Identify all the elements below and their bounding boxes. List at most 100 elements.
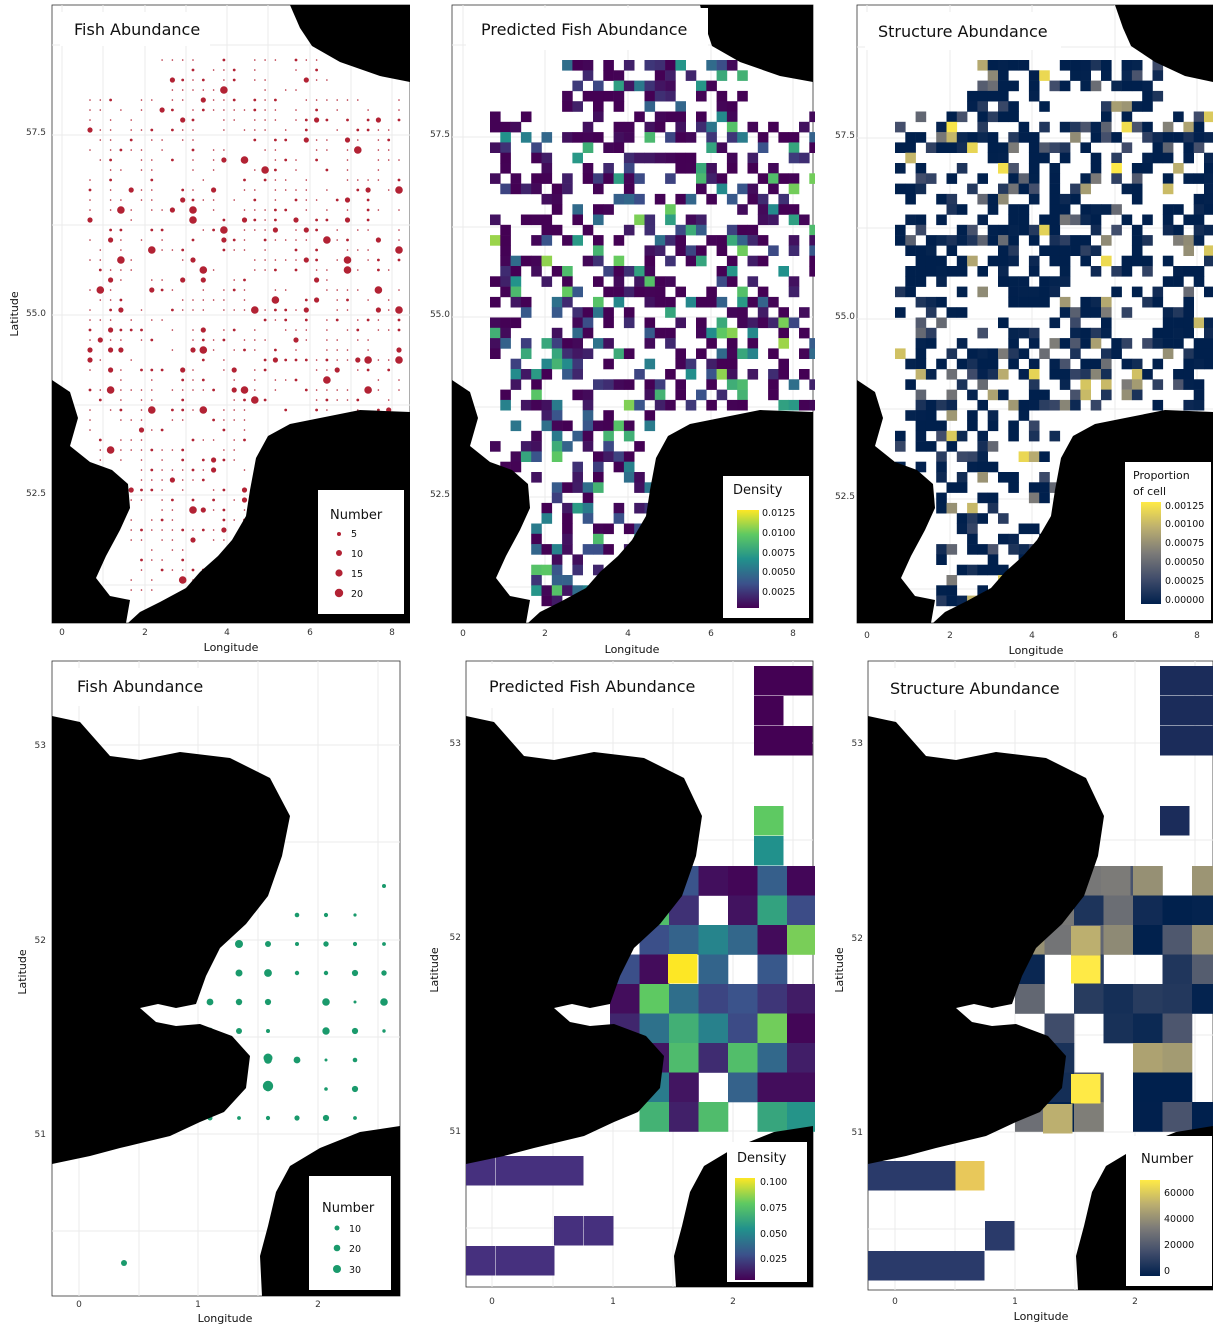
panel-structure-abundance-thames: Structure Abundance 53 52 51 0 1 2 Longi… — [815, 656, 1213, 1325]
legend-label: 5 — [351, 529, 357, 540]
y-ticks: 57.5 55.0 52.5 — [430, 130, 450, 500]
x-tick: 6 — [708, 629, 714, 639]
legend-symbol — [333, 1265, 341, 1273]
x-tick: 4 — [1029, 631, 1035, 641]
title-box — [865, 12, 1061, 50]
colorbar — [735, 1178, 755, 1280]
legend-label: 0.050 — [760, 1229, 787, 1240]
y-tick: 51 — [852, 1128, 863, 1138]
panel-title: Fish Abundance — [74, 20, 200, 39]
legend-label: 0.0025 — [762, 587, 795, 598]
data-layer — [87, 58, 403, 593]
legend-label: 0.0050 — [762, 567, 795, 578]
title-box — [60, 12, 210, 46]
map-chart: Structure Abundance 57.5 55.0 52.5 0 2 4… — [835, 4, 1213, 656]
x-axis-label: Longitude — [198, 1312, 253, 1325]
y-tick: 52.5 — [26, 489, 46, 499]
x-ticks: 0 1 2 — [892, 1297, 1138, 1307]
legend-title: Density — [733, 483, 783, 498]
panel-title: Predicted Fish Abundance — [489, 677, 695, 696]
colorbar — [1141, 502, 1161, 604]
legend-label: 0.0100 — [762, 528, 795, 539]
x-tick: 2 — [947, 631, 953, 641]
legend-symbol — [337, 532, 341, 536]
colorbar — [1140, 1180, 1160, 1276]
data-layer — [466, 666, 815, 1276]
legend: Density 0.0125 0.0100 0.0075 0.0050 0.00… — [723, 476, 809, 618]
legend: Number 10 20 30 — [309, 1176, 391, 1290]
panel-structure-abundance-north-sea: Structure Abundance 57.5 55.0 52.5 0 2 4… — [815, 0, 1213, 656]
x-ticks: 0 2 4 6 8 — [864, 631, 1200, 641]
y-tick: 57.5 — [430, 130, 450, 140]
x-tick: 2 — [142, 628, 148, 638]
y-ticks: 57.5 55.0 52.5 — [835, 131, 855, 502]
legend-label: 20 — [351, 589, 363, 600]
legend-symbol — [334, 588, 344, 598]
legend-title: Number — [1141, 1152, 1194, 1167]
legend: Number 60000 40000 20000 0 — [1126, 1136, 1212, 1286]
panel-title: Structure Abundance — [890, 679, 1060, 698]
x-tick: 4 — [224, 628, 230, 638]
x-tick: 2 — [730, 1297, 736, 1307]
legend-label: 60000 — [1164, 1188, 1194, 1199]
y-axis-label: Latitude — [428, 947, 441, 993]
title-box — [873, 668, 1063, 710]
legend-label: 15 — [351, 569, 363, 580]
title-box — [466, 8, 708, 50]
legend-label: 0.00050 — [1165, 557, 1204, 568]
x-axis-label: Longitude — [1014, 1310, 1069, 1323]
x-tick: 2 — [1132, 1297, 1138, 1307]
legend-title: Number — [322, 1201, 375, 1216]
legend-symbol — [333, 1244, 341, 1252]
x-tick: 2 — [315, 1300, 321, 1310]
y-tick: 52 — [450, 933, 461, 943]
y-tick: 53 — [35, 741, 46, 751]
map-chart: Predicted Fish Abundance 53 52 51 0 1 2 … — [428, 660, 815, 1307]
legend-label: 0 — [1164, 1266, 1170, 1277]
legend-label: 10 — [351, 549, 363, 560]
legend-label: 20000 — [1164, 1240, 1194, 1251]
legend-label: 0.025 — [760, 1254, 787, 1265]
legend-title: Density — [737, 1151, 787, 1166]
map-chart: Structure Abundance 53 52 51 0 1 2 Longi… — [833, 660, 1213, 1323]
x-tick: 2 — [542, 629, 548, 639]
legend-label: 0.075 — [760, 1203, 787, 1214]
panel-title: Fish Abundance — [77, 677, 203, 696]
title-box — [58, 668, 210, 706]
legend-label: 20 — [349, 1244, 361, 1255]
legend-symbol — [336, 550, 342, 556]
x-ticks: 0 2 4 6 8 — [59, 628, 395, 638]
panel-title: Structure Abundance — [878, 22, 1048, 41]
x-tick: 8 — [389, 628, 395, 638]
x-ticks: 0 2 4 6 8 — [460, 629, 796, 639]
legend-label: 0.00100 — [1165, 519, 1204, 530]
y-axis-label: Latitude — [833, 947, 846, 993]
x-tick: 1 — [195, 1300, 201, 1310]
legend-label: 0.00025 — [1165, 576, 1204, 587]
y-tick: 53 — [852, 739, 863, 749]
y-axis-label: Latitude — [8, 291, 21, 337]
legend-label: 0.0125 — [762, 508, 795, 519]
x-tick: 0 — [864, 631, 870, 641]
legend-symbol — [335, 569, 343, 577]
map-chart: Fish Abundance 57.5 55.0 52.5 0 2 4 6 8 … — [8, 4, 410, 654]
legend-label: 10 — [349, 1224, 361, 1235]
x-axis-label: Longitude — [1009, 644, 1064, 656]
y-tick: 52 — [35, 936, 46, 946]
panel-predicted-fish-abundance-north-sea: Predicted Fish Abundance 57.5 55.0 52.5 … — [410, 0, 815, 656]
y-tick: 57.5 — [26, 128, 46, 138]
x-tick: 6 — [307, 628, 313, 638]
legend-label: 0.00000 — [1165, 595, 1204, 606]
x-axis-label: Longitude — [204, 641, 259, 654]
x-ticks: 0 1 2 — [76, 1300, 321, 1310]
y-ticks: 53 52 51 — [450, 739, 461, 1137]
y-tick: 51 — [35, 1130, 46, 1140]
x-tick: 0 — [460, 629, 466, 639]
y-tick: 55.0 — [835, 312, 855, 322]
y-ticks: 53 52 51 — [852, 739, 863, 1138]
legend-symbol — [334, 1225, 340, 1231]
legend: Number 5 10 15 20 — [318, 490, 404, 614]
x-tick: 0 — [76, 1300, 82, 1310]
y-tick: 57.5 — [835, 131, 855, 141]
x-tick: 0 — [489, 1297, 495, 1307]
